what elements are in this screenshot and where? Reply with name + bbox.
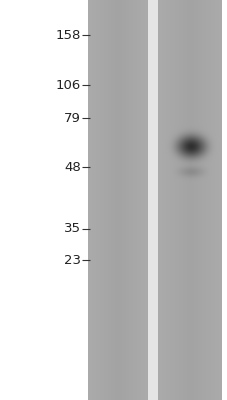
Text: 35: 35 bbox=[64, 222, 81, 235]
Text: 23: 23 bbox=[64, 254, 81, 266]
Text: 158: 158 bbox=[55, 29, 81, 42]
Text: 79: 79 bbox=[64, 112, 81, 124]
Text: 106: 106 bbox=[55, 79, 81, 92]
Text: 48: 48 bbox=[64, 161, 81, 174]
